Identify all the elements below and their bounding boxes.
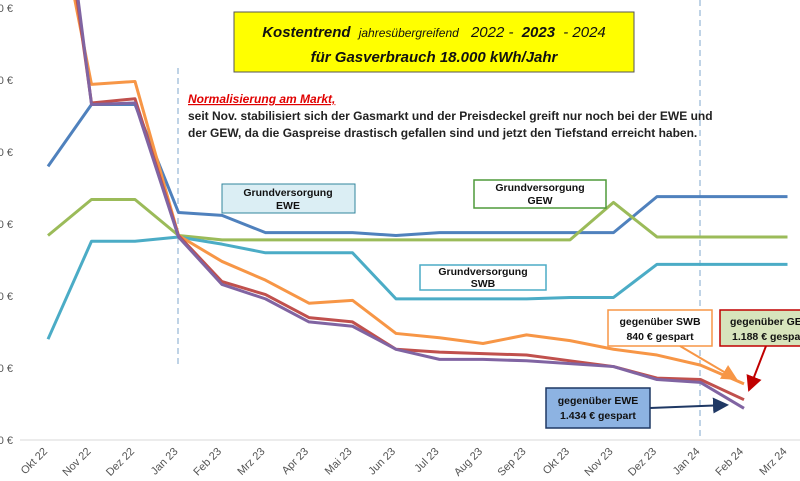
x-tick-label: Aug 23 (452, 446, 485, 479)
annotation-text: GEW (527, 195, 552, 207)
x-tick-label: Jan 23 (149, 446, 181, 478)
annotation-text: SWB (471, 278, 496, 290)
x-tick-label: Sep 23 (495, 446, 528, 479)
series-line (47, 198, 788, 242)
title-part: Kostentrend (262, 24, 351, 41)
y-tick-label: 3.500 € (0, 75, 13, 87)
arrow (649, 397, 729, 414)
title-part: - 2024 (563, 24, 606, 41)
annotation-box (473, 179, 607, 209)
arrow (746, 345, 767, 392)
y-tick-label: 4.000 € (0, 3, 13, 15)
annotation-text: Grundversorgung (495, 182, 584, 194)
title-part: 2023 (521, 24, 556, 41)
annotation-text: 840 € gespart (626, 331, 694, 343)
y-tick-label: 2.000 € (0, 291, 13, 303)
annotation-box (719, 309, 800, 347)
annotation-box (419, 264, 547, 291)
chart-subtitle: für Gasverbrauch 18.000 kWh/Jahr (311, 49, 559, 66)
y-tick-label: 3.000 € (0, 147, 13, 159)
note-heading: Normalisierung am Markt, (188, 92, 335, 106)
series-line (76, 0, 745, 410)
title-part: 2022 - (470, 24, 514, 41)
x-tick-label: Apr 23 (280, 446, 311, 477)
series-group (46, 0, 788, 410)
annotation-text: Grundversorgung (438, 266, 527, 278)
annotation-text: EWE (276, 200, 300, 212)
x-tick-label: Okt 22 (19, 446, 50, 477)
title-part: jahresübergreifend (357, 26, 459, 40)
annotation-text: gegenüber EWE (558, 395, 639, 407)
annotation-box (545, 387, 651, 429)
x-tick-label: Jun 23 (366, 446, 398, 478)
x-tick-label: Mrz 23 (235, 446, 267, 478)
x-tick-label: Mrz 24 (757, 446, 789, 478)
x-tick-label: Jul 23 (412, 446, 441, 475)
y-tick-label: 1.500 € (0, 363, 13, 375)
x-tick-label: Jan 24 (671, 446, 703, 478)
series-line (73, 0, 745, 386)
annotation-text: gegenüber GEW (730, 316, 800, 328)
x-tick-label: Feb 23 (191, 446, 224, 479)
y-tick-label: 1.000 € (0, 435, 13, 447)
chart-title: Kostentrend jahresübergreifend 2022 - 20… (262, 24, 606, 41)
annotation-text: gegenüber SWB (619, 316, 701, 328)
series-line (46, 102, 788, 238)
annotation-text: 1.188 € gespart (732, 331, 800, 343)
x-tick-label: Dez 23 (626, 446, 659, 479)
annotation-box (221, 183, 356, 214)
annotation-text: 1.434 € gespart (560, 410, 636, 422)
x-tick-label: Mai 23 (323, 446, 355, 478)
title-box (233, 11, 635, 73)
annotation-box (607, 309, 713, 347)
x-tick-label: Dez 22 (104, 446, 137, 479)
y-tick-label: 2.500 € (0, 219, 13, 231)
note-line: seit Nov. stabilisiert sich der Gasmarkt… (188, 109, 713, 123)
arrow (679, 345, 738, 381)
series-line (46, 235, 788, 340)
x-tick-label: Feb 24 (713, 446, 746, 479)
note-line: der GEW, da die Gaspreise drastisch gefa… (188, 126, 697, 140)
x-tick-label: Nov 23 (582, 446, 615, 479)
annotation-text: Grundversorgung (243, 187, 332, 199)
x-tick-label: Okt 23 (541, 446, 572, 477)
x-tick-label: Nov 22 (60, 446, 93, 479)
